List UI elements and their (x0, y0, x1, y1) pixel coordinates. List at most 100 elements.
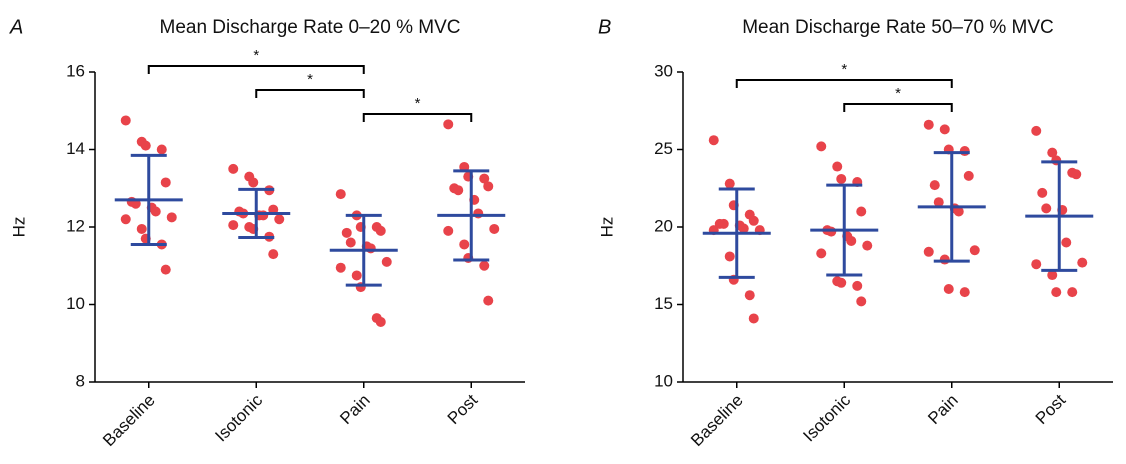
data-point (228, 220, 239, 231)
data-point (1071, 169, 1082, 180)
data-point (744, 290, 755, 301)
data-point (351, 270, 362, 281)
data-point (816, 248, 827, 259)
data-point (335, 189, 346, 200)
x-tick-label: Pain (924, 391, 961, 428)
significance-bracket (362, 113, 473, 122)
data-point (748, 215, 759, 226)
data-point (160, 177, 171, 188)
data-point (708, 135, 719, 146)
data-point (381, 256, 392, 267)
x-tick-label: Isotonic (211, 390, 266, 445)
x-tick-label: Post (1032, 390, 1070, 428)
x-tick-label: Pain (336, 391, 373, 428)
data-point (836, 173, 847, 184)
x-tick-label: Baseline (99, 391, 159, 451)
data-point (341, 227, 352, 238)
data-point (939, 124, 950, 135)
y-tick-label: 20 (654, 216, 673, 235)
significance-bracket (843, 103, 953, 112)
data-point (856, 206, 867, 217)
data-point (939, 254, 950, 265)
data-point (738, 223, 749, 234)
data-point (953, 206, 964, 217)
data-point (335, 262, 346, 273)
chart-title: Mean Discharge Rate 0–20 % MVC (160, 17, 461, 38)
panel-label: A (9, 16, 23, 38)
significance-label: * (841, 61, 847, 78)
data-point (483, 295, 494, 306)
data-point (156, 144, 167, 155)
data-point (120, 214, 131, 225)
data-point (724, 178, 735, 189)
y-tick-label: 15 (654, 294, 673, 313)
data-point (150, 206, 161, 217)
y-tick-label: 30 (654, 61, 673, 80)
chart-title: Mean Discharge Rate 50–70 % MVC (742, 17, 1054, 38)
data-point (120, 115, 131, 126)
x-tick-label: Isotonic (799, 390, 854, 445)
data-point (140, 140, 151, 151)
data-point (724, 251, 735, 262)
data-point (228, 163, 239, 174)
data-point (959, 146, 970, 157)
data-point (443, 119, 454, 130)
data-point (489, 223, 500, 234)
data-point (826, 226, 837, 237)
significance-bracket (735, 79, 953, 88)
data-point (1031, 259, 1042, 270)
data-point (748, 313, 759, 324)
data-point (1051, 287, 1062, 298)
significance-label: * (895, 85, 901, 102)
data-point (258, 210, 269, 221)
x-tick-label: Baseline (687, 391, 747, 451)
data-point (459, 239, 470, 250)
data-point (345, 237, 356, 248)
data-point (1047, 270, 1058, 281)
data-point (1031, 125, 1042, 136)
data-point (1061, 237, 1072, 248)
data-point (248, 177, 259, 188)
data-point (136, 223, 147, 234)
significance-label: * (415, 95, 421, 112)
data-point (1041, 203, 1052, 214)
x-tick-label: Post (444, 390, 482, 428)
y-axis-label: Hz (597, 217, 616, 238)
y-tick-label: 16 (66, 61, 85, 80)
data-point (862, 240, 873, 251)
data-point (963, 170, 974, 181)
data-point (375, 316, 386, 327)
data-point (852, 280, 863, 291)
y-tick-label: 8 (76, 371, 85, 390)
data-point (453, 185, 464, 196)
data-point (816, 141, 827, 152)
data-point (160, 264, 171, 275)
y-tick-label: 14 (66, 139, 85, 158)
data-point (969, 245, 980, 256)
data-point (365, 243, 376, 254)
data-point (274, 214, 285, 225)
data-point (929, 180, 940, 191)
data-point (933, 197, 944, 208)
data-point (483, 181, 494, 192)
data-point (923, 246, 934, 257)
y-tick-label: 10 (654, 371, 673, 390)
data-point (836, 277, 847, 288)
panel-label: B (598, 16, 611, 38)
data-point (479, 173, 490, 184)
significance-bracket (147, 65, 365, 74)
data-point (1067, 287, 1078, 298)
data-point (846, 235, 857, 246)
data-point (1077, 257, 1088, 268)
significance-bracket (255, 89, 365, 98)
data-point (473, 208, 484, 219)
significance-label: * (307, 71, 313, 88)
data-point (943, 284, 954, 294)
data-point (959, 287, 970, 298)
data-point (1037, 187, 1048, 198)
data-point (443, 225, 454, 236)
data-point (832, 161, 843, 172)
data-point (923, 119, 934, 130)
